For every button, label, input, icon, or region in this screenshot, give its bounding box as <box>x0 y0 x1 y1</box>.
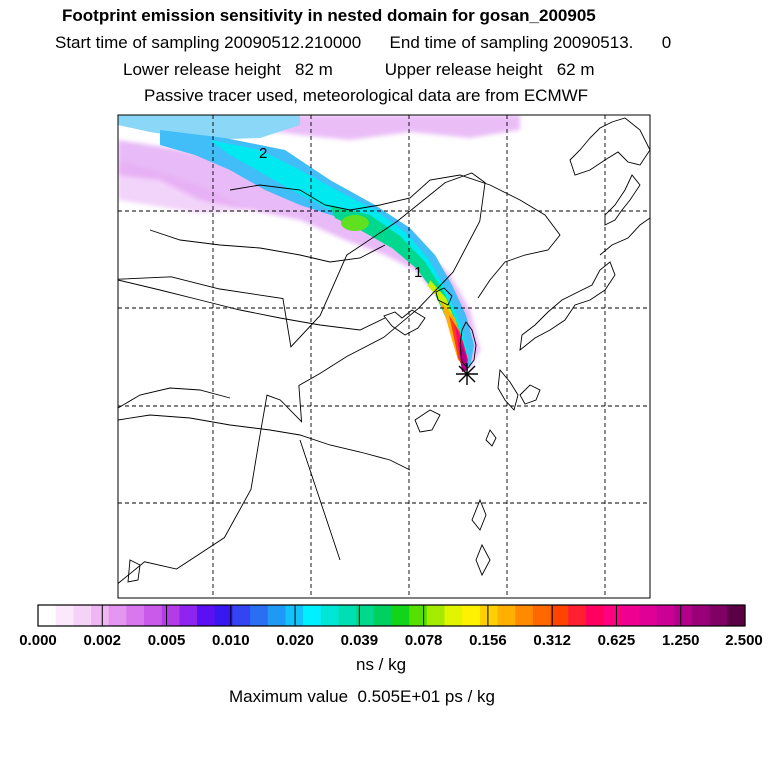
colorbar-label: 0.005 <box>148 632 186 649</box>
colorbar-cell <box>55 605 74 626</box>
colorbar-label: 0.000 <box>19 632 57 649</box>
colorbar-cell <box>267 605 287 626</box>
colorbar-cell <box>391 605 410 626</box>
map-frame <box>117 114 651 599</box>
colorbar-cell <box>144 605 163 626</box>
colorbar-label: 2.500 <box>725 632 763 649</box>
colorbar-cell <box>373 605 393 626</box>
colorbar-cell <box>108 605 127 626</box>
colorbar-cell <box>462 605 481 626</box>
colorbar-cell <box>497 605 516 626</box>
colorbar-cell <box>161 605 180 626</box>
colorbar-cell <box>550 605 569 626</box>
colorbar: 0.000 0.002 0.005 0.010 0.020 0.039 0.078 0.156… <box>19 604 763 649</box>
colorbar-label: 0.625 <box>598 632 636 649</box>
colorbar-cell <box>126 605 145 626</box>
colorbar-label: 1.250 <box>662 632 700 649</box>
colorbar-label: 0.020 <box>276 632 314 649</box>
sampling-time-line: Start time of sampling 20090512.210000 E… <box>55 33 672 52</box>
colorbar-cells <box>38 605 746 626</box>
colorbar-cell <box>179 605 198 626</box>
colorbar-cell <box>638 605 658 626</box>
colorbar-label: 0.002 <box>83 632 121 649</box>
colorbar-cell <box>356 605 375 626</box>
colorbar-cell <box>320 605 340 626</box>
plot-title: Footprint emission sensitivity in nested… <box>62 6 596 25</box>
colorbar-label: 0.010 <box>212 632 250 649</box>
colorbar-cell <box>674 605 693 626</box>
colorbar-cell <box>568 605 587 626</box>
colorbar-labels: 0.000 0.002 0.005 0.010 0.020 0.039 0.078 0.156… <box>19 632 763 649</box>
colorbar-cell <box>709 605 728 626</box>
colorbar-cell <box>426 605 446 626</box>
colorbar-cell <box>727 605 746 626</box>
colorbar-cell <box>585 605 605 626</box>
colorbar-cell <box>444 605 463 626</box>
plume-core <box>118 115 474 372</box>
colorbar-cell <box>603 605 622 626</box>
colorbar-cell <box>73 605 92 626</box>
colorbar-label: 0.078 <box>405 632 443 649</box>
colorbar-label: 0.312 <box>533 632 571 649</box>
colorbar-cell <box>409 605 428 626</box>
colorbar-cell <box>38 605 57 626</box>
colorbar-cell <box>303 605 322 626</box>
release-height-line: Lower release height 82 m Upper release … <box>123 60 595 79</box>
gridlines <box>118 115 650 598</box>
receptor-asterisk-icon <box>456 363 478 385</box>
colorbar-cell <box>285 605 304 626</box>
colorbar-cell <box>532 605 552 626</box>
colorbar-cell <box>214 605 234 626</box>
colorbar-cell <box>621 605 640 626</box>
colorbar-cell <box>197 605 216 626</box>
colorbar-cell <box>338 605 357 626</box>
colorbar-cell <box>250 605 269 626</box>
coastlines <box>118 117 650 584</box>
maximum-value-text: Maximum value 0.505E+01 ps / kg <box>229 687 495 706</box>
colorbar-cell <box>691 605 711 626</box>
tracer-info-line: Passive tracer used, meteorological data… <box>144 86 589 105</box>
colorbar-cell <box>232 605 251 626</box>
footprint-map: 2 1 <box>117 114 651 599</box>
colorbar-cell <box>656 605 675 626</box>
colorbar-cell <box>91 605 110 626</box>
colorbar-label: 0.039 <box>341 632 379 649</box>
colorbar-unit: ns / kg <box>356 655 407 674</box>
contour-label-2: 2 <box>259 145 267 162</box>
colorbar-cell <box>479 605 499 626</box>
contour-label-1: 1 <box>414 264 422 281</box>
colorbar-cell <box>515 605 534 626</box>
colorbar-frame <box>37 604 746 627</box>
colorbar-label: 0.156 <box>469 632 507 649</box>
